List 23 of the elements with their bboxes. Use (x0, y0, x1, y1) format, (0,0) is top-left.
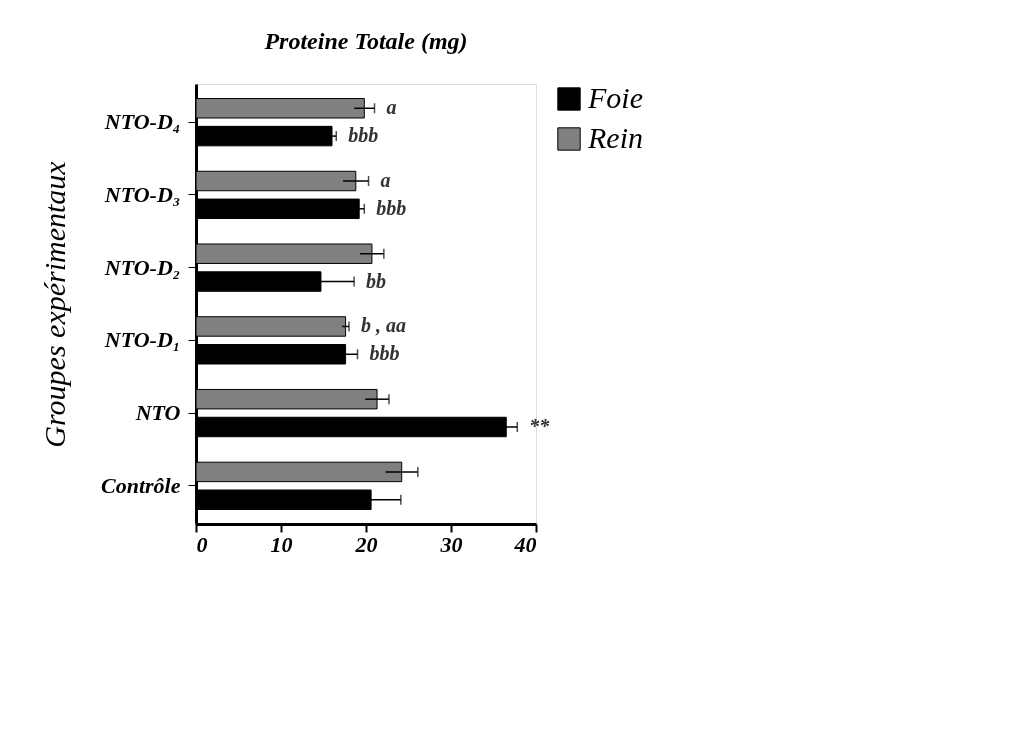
legend-label: Foie (587, 81, 643, 114)
annotation: bbb (369, 342, 400, 365)
y-tick-label: Contrôle (101, 472, 181, 498)
x-tick-label: 0 (196, 531, 208, 557)
y-tick-label: NTO (134, 400, 181, 426)
annotation: ** (529, 414, 551, 437)
y-axis-title: Groupes expérimentaux (38, 160, 72, 448)
annotation: a (386, 96, 397, 119)
annotation: bbb (376, 196, 407, 219)
x-tick-label: 20 (354, 531, 378, 557)
x-tick-label: 30 (439, 531, 463, 557)
y-tick-label: NTO-D₁ (103, 327, 181, 353)
chart-title: Proteine Totale (mg) (263, 28, 468, 54)
legend-label: Rein (587, 121, 643, 154)
x-tick-label: 40 (513, 531, 537, 557)
annotation: bb (366, 269, 387, 292)
annotation: a (380, 169, 391, 192)
y-tick-label: NTO-D₂ (103, 254, 181, 280)
x-tick-label: 10 (270, 531, 293, 557)
annotation: bbb (348, 124, 379, 147)
y-tick-label: NTO-D₄ (103, 109, 181, 135)
annotation: b , aa (361, 314, 406, 337)
y-tick-label: NTO-D₃ (103, 181, 181, 207)
